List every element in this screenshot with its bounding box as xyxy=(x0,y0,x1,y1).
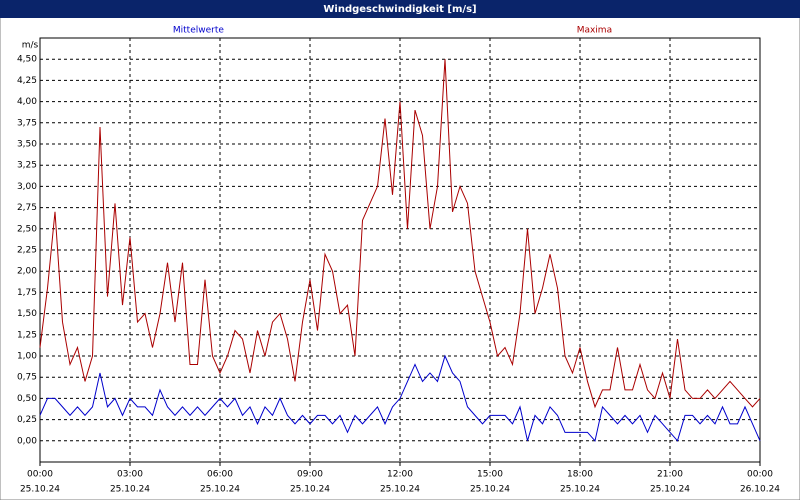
x-tick-label: 12:00 xyxy=(387,470,413,480)
x-tick-date: 25.10.24 xyxy=(650,485,690,495)
window-title: Windgeschwindigkeit [m/s] xyxy=(323,4,476,15)
y-tick-label: 2,75 xyxy=(17,203,37,213)
y-tick-label: 0,50 xyxy=(17,394,37,404)
y-tick-label: 0,75 xyxy=(17,373,37,383)
x-tick-label: 18:00 xyxy=(567,470,593,480)
y-tick-label: 3,25 xyxy=(17,161,37,171)
y-tick-label: 4,25 xyxy=(17,76,37,86)
x-tick-date: 25.10.24 xyxy=(470,485,510,495)
y-tick-label: 1,50 xyxy=(17,309,37,319)
y-tick-label: 3,50 xyxy=(17,140,37,150)
y-tick-label: 4,00 xyxy=(17,97,37,107)
x-tick-date: 25.10.24 xyxy=(110,485,150,495)
y-tick-label: 1,75 xyxy=(17,288,37,298)
y-axis-label: m/s xyxy=(22,41,39,51)
x-tick-label: 09:00 xyxy=(297,470,323,480)
x-tick-label: 00:00 xyxy=(27,470,53,480)
y-tick-label: 0,00 xyxy=(17,436,37,446)
y-tick-label: 2,25 xyxy=(17,246,37,256)
legend-entry: Maxima xyxy=(577,26,612,36)
x-tick-label: 15:00 xyxy=(477,470,503,480)
y-tick-label: 1,00 xyxy=(17,352,37,362)
x-tick-label: 03:00 xyxy=(117,470,143,480)
x-tick-label: 00:00 xyxy=(747,470,773,480)
y-tick-label: 1,25 xyxy=(17,330,37,340)
y-tick-label: 4,50 xyxy=(17,55,37,65)
x-tick-date: 25.10.24 xyxy=(560,485,600,495)
title-bar xyxy=(0,0,800,18)
y-tick-label: 3,75 xyxy=(17,118,37,128)
y-tick-label: 2,00 xyxy=(17,267,37,277)
x-tick-date: 26.10.24 xyxy=(740,485,780,495)
legend-entry: Mittelwerte xyxy=(173,26,224,36)
x-tick-label: 06:00 xyxy=(207,470,233,480)
y-tick-label: 0,25 xyxy=(17,415,37,425)
series-line xyxy=(39,354,761,442)
x-tick-date: 25.10.24 xyxy=(200,485,240,495)
y-tick-label: 2,50 xyxy=(17,224,37,234)
y-tick-label: 3,00 xyxy=(17,182,37,192)
x-tick-label: 21:00 xyxy=(657,470,683,480)
x-tick-date: 25.10.24 xyxy=(380,485,420,495)
series-line xyxy=(39,59,761,409)
x-tick-date: 25.10.24 xyxy=(20,485,60,495)
x-tick-date: 25.10.24 xyxy=(290,485,330,495)
